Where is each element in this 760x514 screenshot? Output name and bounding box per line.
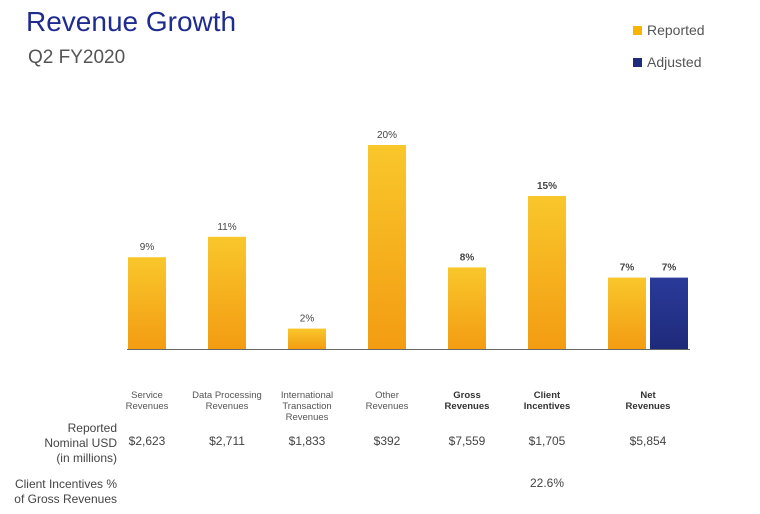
reported-value: $5,854 [629, 434, 667, 448]
category-label: Net Revenues [625, 390, 671, 412]
legend: Reported Adjusted [633, 20, 705, 84]
reported-5-data-label: 15% [537, 181, 557, 192]
reported-2-data-label: 2% [300, 314, 315, 325]
reported-5-bar [528, 196, 566, 349]
legend-item-reported: Reported [633, 20, 705, 40]
legend-label-reported: Reported [647, 22, 705, 38]
reported-3-data-label: 20% [377, 130, 397, 141]
reported-6-data-label: 7% [620, 263, 635, 274]
category-label: Other Revenues [365, 390, 409, 412]
incentive-row-title: Client Incentives % of Gross Revenues [14, 477, 117, 506]
reported-row-title: Reported Nominal USD (in millions) [44, 421, 117, 465]
reported-4-bar [448, 267, 486, 349]
category-label: International Transaction Revenues [280, 390, 334, 423]
category-label: Data Processing Revenues [192, 390, 262, 412]
reported-value: $392 [373, 434, 401, 448]
incentive-value: 22.6% [529, 476, 565, 490]
page-title: Revenue Growth [26, 6, 237, 37]
reported-value: $2,623 [128, 434, 166, 448]
legend-swatch-adjusted [633, 57, 642, 67]
category-label: Client Incentives [523, 390, 571, 412]
reported-value: $1,833 [288, 434, 326, 448]
reported-1-data-label: 11% [217, 222, 236, 233]
legend-item-adjusted: Adjusted [633, 52, 705, 72]
adjusted-6-data-label: 7% [662, 263, 677, 274]
reported-2-bar [288, 328, 326, 349]
reported-0-bar [128, 257, 166, 349]
reported-3-bar [368, 145, 406, 349]
legend-label-adjusted: Adjusted [647, 54, 702, 70]
reported-value: $2,711 [209, 434, 245, 448]
reported-1-bar [208, 236, 246, 349]
reported-0-data-label: 9% [140, 242, 155, 253]
adjusted-6-bar [650, 277, 688, 349]
category-label: Service Revenues [125, 390, 169, 412]
legend-swatch-reported [633, 25, 642, 35]
reported-6-bar [608, 277, 646, 349]
page-subtitle: Q2 FY2020 [28, 47, 126, 68]
reported-value: $1,705 [528, 434, 566, 448]
reported-4-data-label: 8% [460, 252, 475, 263]
reported-value: $7,559 [448, 434, 486, 448]
category-label: Gross Revenues [444, 390, 490, 412]
